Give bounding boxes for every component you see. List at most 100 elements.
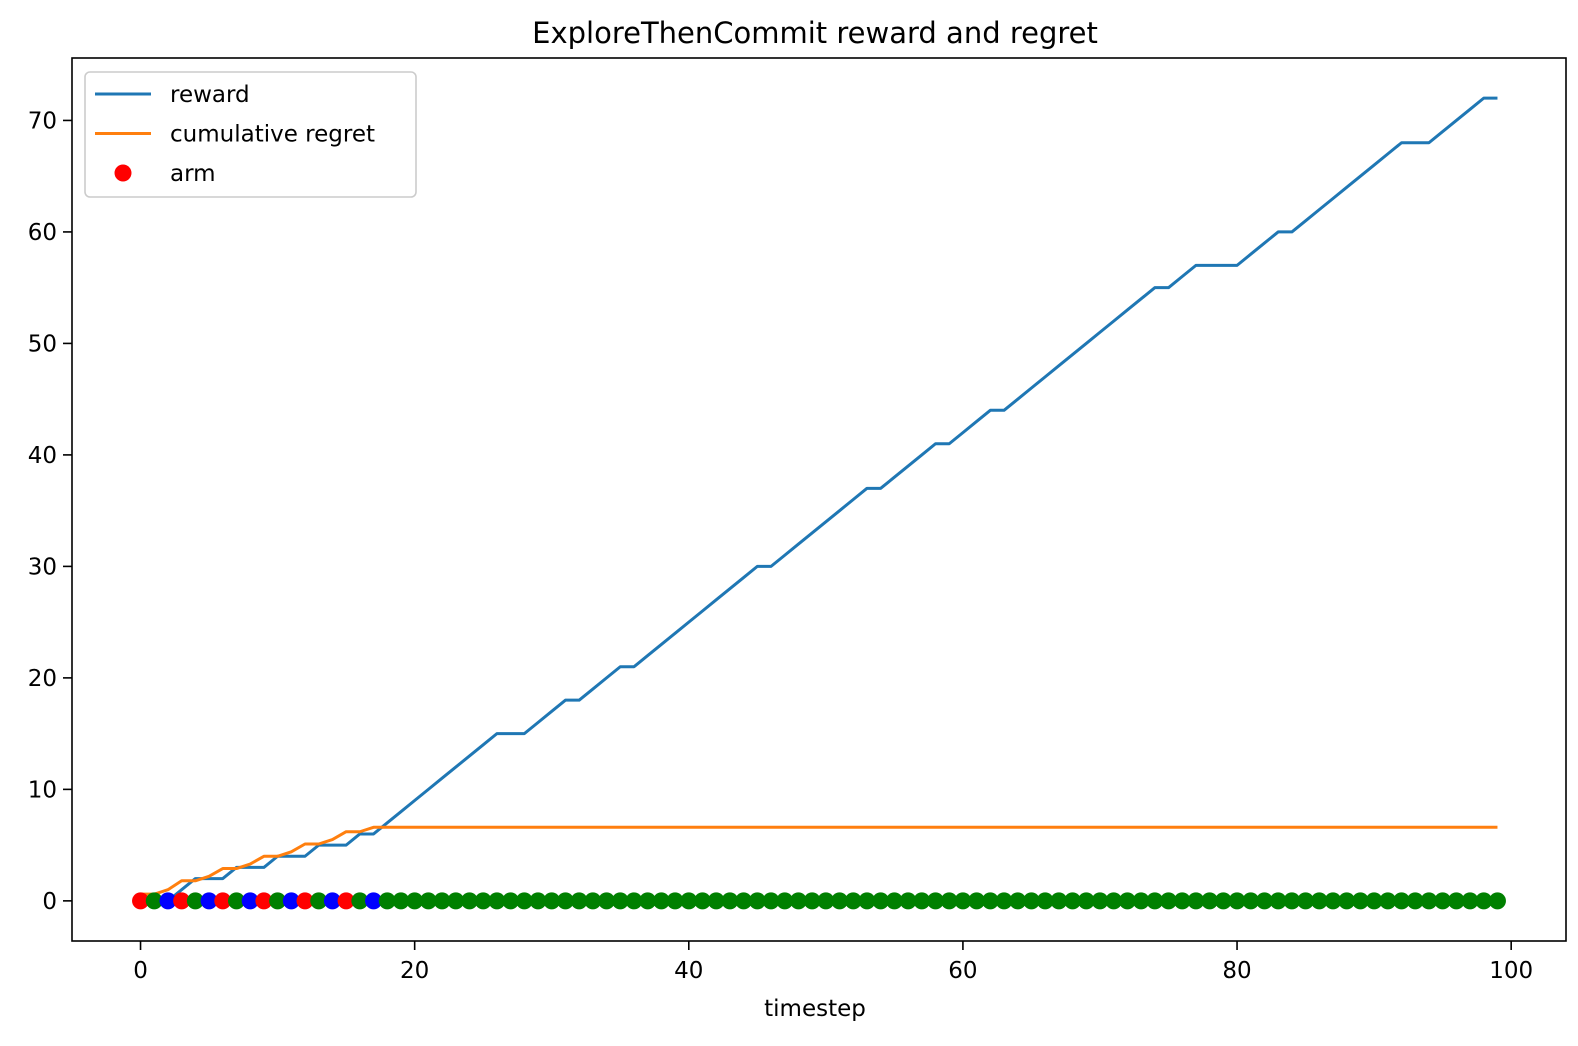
y-tick-label: 30: [28, 554, 57, 580]
arm-point: [1269, 892, 1287, 910]
arm-point: [707, 892, 725, 910]
arm-point: [1242, 892, 1260, 910]
arm-point: [762, 892, 780, 910]
arm-point: [1036, 892, 1054, 910]
arm-point: [1077, 892, 1095, 910]
arm-point: [241, 892, 259, 910]
arm-point: [1338, 892, 1356, 910]
arm-point: [132, 892, 150, 910]
arm-point: [1488, 892, 1506, 910]
arm-point: [652, 892, 670, 910]
x-axis-label: timestep: [764, 996, 866, 1022]
arm-point: [1050, 892, 1068, 910]
arm-point: [488, 892, 506, 910]
arm-point: [365, 892, 383, 910]
arm-point: [173, 892, 191, 910]
arm-point: [680, 892, 698, 910]
x-axis: 0 20 40 60 80 100: [133, 941, 1533, 984]
arm-point: [1160, 892, 1178, 910]
arm-point: [1351, 892, 1369, 910]
arm-point: [515, 892, 533, 910]
arm-point: [214, 892, 232, 910]
arm-point: [899, 892, 917, 910]
x-tick-label: 100: [1489, 958, 1533, 984]
arm-point: [1146, 892, 1164, 910]
legend-label: reward: [170, 82, 250, 108]
arm-point: [460, 892, 478, 910]
arm-point: [556, 892, 574, 910]
x-tick-label: 60: [948, 958, 977, 984]
arm-point: [1420, 892, 1438, 910]
chart-title: ExploreThenCommit reward and regret: [532, 16, 1098, 50]
arm-point: [981, 892, 999, 910]
arm-point: [968, 892, 986, 910]
arm-point: [1022, 892, 1040, 910]
arm-point: [748, 892, 766, 910]
arm-point: [378, 892, 396, 910]
arm-point: [1434, 892, 1452, 910]
scatter-layer: [132, 892, 1506, 910]
arm-point: [392, 892, 410, 910]
arm-point: [1064, 892, 1082, 910]
arm-point: [721, 892, 739, 910]
arm-point: [1255, 892, 1273, 910]
arm-point: [159, 892, 177, 910]
arm-point: [858, 892, 876, 910]
arm-point: [639, 892, 657, 910]
y-tick-label: 70: [28, 108, 57, 134]
arm-point: [954, 892, 972, 910]
arm-point: [776, 892, 794, 910]
arm-point: [1324, 892, 1342, 910]
arm-point: [1297, 892, 1315, 910]
arm-point: [186, 892, 204, 910]
arm-point: [1310, 892, 1328, 910]
x-tick-label: 80: [1222, 958, 1251, 984]
legend-marker: [114, 164, 132, 182]
arm-point: [310, 892, 328, 910]
arm-point: [282, 892, 300, 910]
arm-point: [1461, 892, 1479, 910]
x-tick-label: 20: [400, 958, 429, 984]
arm-point: [927, 892, 945, 910]
arm-point: [1379, 892, 1397, 910]
arm-point: [789, 892, 807, 910]
y-tick-label: 50: [28, 331, 57, 357]
arm-point: [419, 892, 437, 910]
plot-area: [71, 57, 1567, 942]
y-tick-label: 10: [28, 777, 57, 803]
arm-point: [433, 892, 451, 910]
arm-point: [1393, 892, 1411, 910]
arm-point: [543, 892, 561, 910]
arm-point: [351, 892, 369, 910]
arm-point: [995, 892, 1013, 910]
arm-point: [474, 892, 492, 910]
arm-point: [1105, 892, 1123, 910]
arm-point: [269, 892, 287, 910]
arm-point: [625, 892, 643, 910]
legend: reward cumulative regret arm: [84, 71, 417, 198]
arm-point: [1228, 892, 1246, 910]
arm-point: [529, 892, 547, 910]
arm-point: [1187, 892, 1205, 910]
x-tick-label: 0: [133, 958, 148, 984]
y-tick-label: 40: [28, 443, 57, 469]
arm-point: [296, 892, 314, 910]
arm-point: [406, 892, 424, 910]
y-tick-label: 60: [28, 220, 57, 246]
arm-point: [872, 892, 890, 910]
arm-point: [570, 892, 588, 910]
arm-point: [1118, 892, 1136, 910]
arm-point: [611, 892, 629, 910]
arm-point: [940, 892, 958, 910]
arm-point: [803, 892, 821, 910]
x-tick-label: 40: [674, 958, 703, 984]
arm-point: [1132, 892, 1150, 910]
legend-items: reward cumulative regret arm: [95, 82, 375, 187]
arm-point: [598, 892, 616, 910]
series-line-reward: [140, 96, 1498, 903]
legend-box: [84, 71, 417, 198]
arm-point: [145, 892, 163, 910]
arm-point: [913, 892, 931, 910]
arm-point: [831, 892, 849, 910]
